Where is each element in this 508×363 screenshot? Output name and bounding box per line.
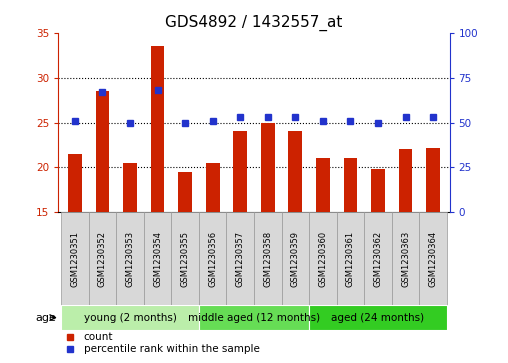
Text: GSM1230351: GSM1230351 [71, 231, 79, 287]
Text: GSM1230363: GSM1230363 [401, 231, 410, 287]
Bar [89, 212, 116, 305]
Bar [227, 212, 254, 305]
Text: GSM1230352: GSM1230352 [98, 231, 107, 287]
Bar [399, 150, 412, 212]
Bar [281, 212, 309, 305]
Bar [316, 158, 330, 212]
Bar [419, 212, 447, 305]
Bar [144, 212, 171, 305]
Bar [199, 305, 309, 330]
Text: GSM1230362: GSM1230362 [373, 231, 383, 287]
Bar [68, 154, 82, 212]
Bar [289, 131, 302, 212]
Bar [178, 172, 192, 212]
Text: percentile rank within the sample: percentile rank within the sample [84, 344, 260, 354]
Bar [206, 163, 219, 212]
Text: GSM1230353: GSM1230353 [125, 231, 135, 287]
Bar [343, 158, 357, 212]
Bar [364, 212, 392, 305]
Text: middle aged (12 months): middle aged (12 months) [188, 313, 320, 323]
Bar [261, 122, 275, 212]
Text: GDS4892 / 1432557_at: GDS4892 / 1432557_at [165, 15, 343, 31]
Bar [371, 169, 385, 212]
Text: age: age [35, 313, 56, 323]
Bar [123, 163, 137, 212]
Text: GSM1230361: GSM1230361 [346, 231, 355, 287]
Text: GSM1230355: GSM1230355 [181, 231, 189, 287]
Text: GSM1230357: GSM1230357 [236, 231, 245, 287]
Bar [254, 212, 281, 305]
Bar [309, 212, 337, 305]
Bar [61, 305, 199, 330]
Bar [151, 46, 165, 212]
Text: GSM1230358: GSM1230358 [263, 231, 272, 287]
Bar [199, 212, 227, 305]
Bar [96, 91, 109, 212]
Text: aged (24 months): aged (24 months) [331, 313, 425, 323]
Text: GSM1230364: GSM1230364 [429, 231, 437, 287]
Bar [392, 212, 419, 305]
Bar [233, 131, 247, 212]
Bar [61, 212, 89, 305]
Bar [337, 212, 364, 305]
Text: count: count [84, 332, 113, 342]
Text: GSM1230354: GSM1230354 [153, 231, 162, 287]
Text: GSM1230359: GSM1230359 [291, 231, 300, 287]
Bar [171, 212, 199, 305]
Text: young (2 months): young (2 months) [84, 313, 176, 323]
Bar [426, 148, 440, 212]
Text: GSM1230360: GSM1230360 [319, 231, 327, 287]
Bar [116, 212, 144, 305]
Bar [309, 305, 447, 330]
Text: GSM1230356: GSM1230356 [208, 231, 217, 287]
